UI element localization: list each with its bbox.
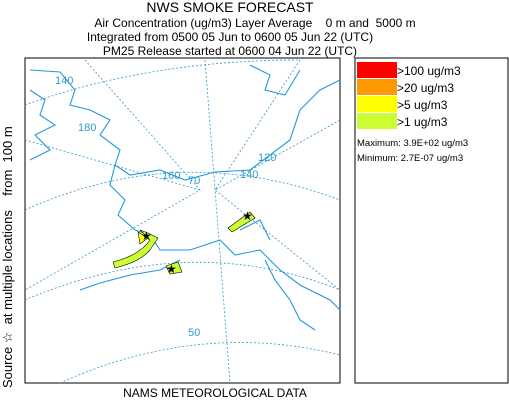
map-label: 120 [258, 152, 276, 164]
legend-swatch [357, 62, 397, 78]
legend-label: >1 ug/m3 [397, 115, 448, 129]
svg-text:★: ★ [242, 209, 253, 223]
legend-frame [354, 57, 509, 384]
maximum: Maximum: 3.9E+02 ug/m3 [357, 138, 468, 149]
legend-label: >5 ug/m3 [397, 98, 448, 112]
map-frame [24, 57, 341, 384]
legend-swatch [357, 96, 397, 112]
side-label: Source ☆ at multiple locations from 100 … [0, 126, 15, 388]
legend: >100 ug/m3 >20 ug/m3 >5 ug/m3 >1 ug/m3 [357, 62, 461, 129]
map-label: 140 [55, 75, 73, 87]
legend-swatch [357, 113, 397, 129]
subtitle: Integrated from 0500 05 Jun to 0600 05 J… [87, 30, 373, 44]
map-label: 160 [162, 170, 180, 182]
legend-label: >20 ug/m3 [397, 81, 454, 95]
map-label: 50 [188, 327, 200, 339]
smoke-plumes: ★ ★ ★ [112, 209, 256, 276]
graticule [24, 59, 341, 384]
subtitle: PM25 Release started at 0600 04 Jun 22 (… [103, 44, 357, 58]
footer: NAMS METEOROLOGICAL DATA [123, 386, 307, 400]
legend-swatch [357, 79, 397, 95]
svg-text:★: ★ [141, 229, 152, 243]
minimum: Minimum: 2.7E-07 ug/m3 [357, 153, 463, 164]
title: NWS SMOKE FORECAST [146, 0, 314, 15]
subtitle: Air Concentration (ug/m3) Layer Average … [94, 16, 415, 30]
svg-text:★: ★ [166, 262, 177, 276]
map-label: 180 [78, 122, 96, 134]
map-label: 140 [240, 169, 258, 181]
legend-label: >100 ug/m3 [397, 64, 461, 78]
coastline [29, 64, 341, 331]
map-label: 70 [188, 175, 200, 187]
